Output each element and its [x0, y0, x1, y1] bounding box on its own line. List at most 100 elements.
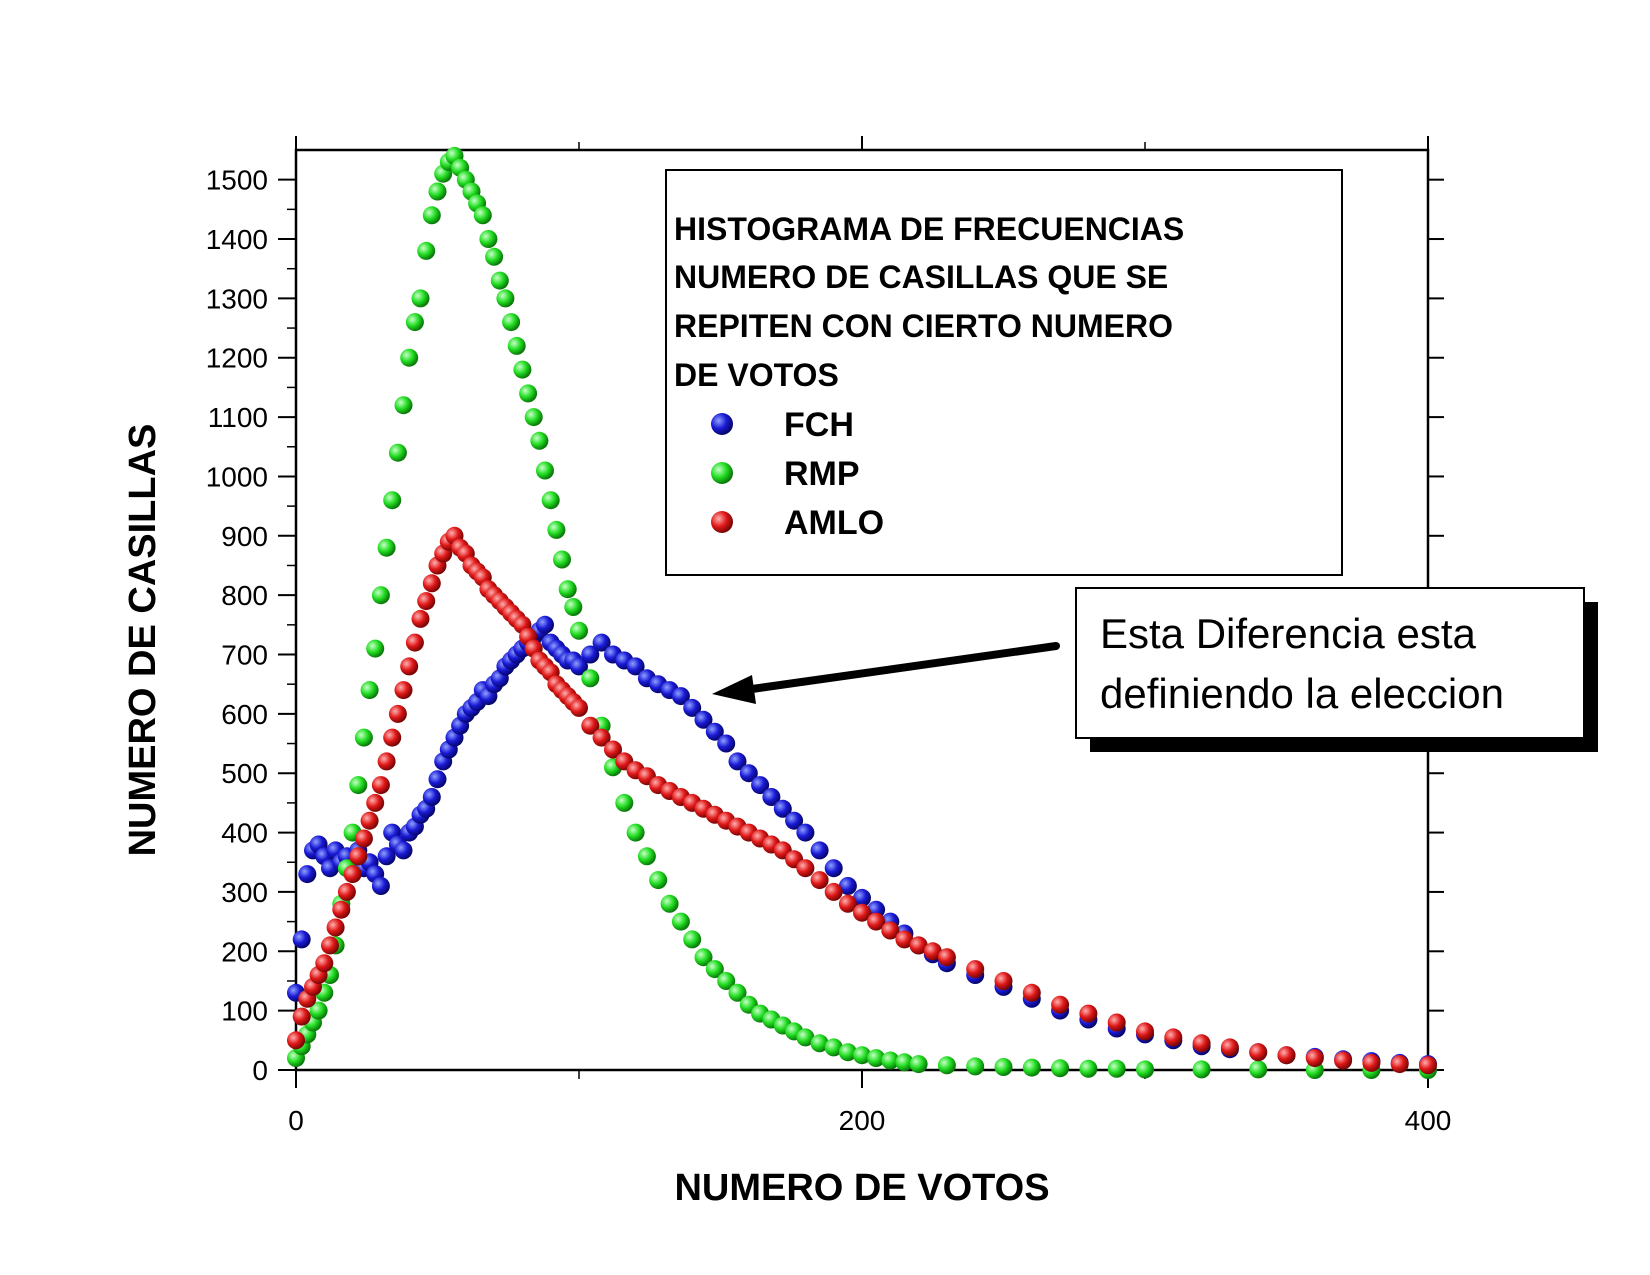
- point-rmp: [400, 348, 419, 367]
- y-tick-label: 1100: [208, 402, 268, 433]
- point-rmp: [422, 206, 441, 225]
- point-amlo: [909, 936, 928, 955]
- point-amlo: [838, 894, 857, 913]
- x-tick-label: 200: [839, 1105, 886, 1136]
- point-amlo: [371, 776, 390, 795]
- point-rmp: [881, 1051, 900, 1070]
- point-amlo: [1192, 1034, 1211, 1053]
- y-tick-label: 400: [221, 818, 268, 849]
- point-fch: [853, 888, 871, 907]
- point-fch: [298, 865, 317, 884]
- point-amlo: [405, 633, 424, 652]
- point-amlo: [867, 912, 886, 931]
- point-rmp: [909, 1055, 928, 1074]
- point-amlo: [581, 716, 600, 735]
- point-amlo: [966, 960, 985, 979]
- point-rmp: [1107, 1059, 1126, 1078]
- y-tick-label: 0: [252, 1055, 268, 1086]
- point-amlo: [287, 1031, 305, 1050]
- point-amlo: [315, 954, 334, 973]
- point-amlo: [388, 704, 407, 723]
- point-amlo: [411, 609, 430, 628]
- point-amlo: [604, 740, 622, 759]
- point-amlo: [417, 592, 436, 611]
- series-amlo: [287, 526, 1437, 1075]
- point-amlo: [895, 930, 914, 949]
- point-rmp: [371, 586, 390, 605]
- point-amlo: [1220, 1038, 1239, 1057]
- point-fch: [570, 657, 588, 676]
- point-amlo: [400, 657, 419, 676]
- legend: HISTOGRAMA DE FRECUENCIAS NUMERO DE CASI…: [665, 169, 1343, 576]
- point-fch: [739, 764, 758, 783]
- axis-ticks: [278, 136, 1444, 1088]
- point-rmp: [853, 1046, 871, 1065]
- annotation-arrow-shaft: [741, 642, 1060, 694]
- point-fch: [626, 657, 645, 676]
- legend-title-line-3: REPITEN CON CIERTO NUMERO: [674, 308, 1173, 344]
- legend-title-line-2: NUMERO DE CASILLAS QUE SE: [674, 259, 1168, 295]
- point-amlo: [1022, 983, 1041, 1002]
- point-fch: [796, 823, 815, 842]
- legend-marker-fch: [711, 413, 733, 435]
- point-fch: [810, 841, 829, 860]
- y-tick-label: 500: [221, 758, 268, 789]
- point-rmp: [536, 461, 554, 480]
- point-amlo: [354, 829, 373, 848]
- annotation: Esta Diferencia esta definiendo la elecc…: [712, 587, 1598, 752]
- legend-marker-amlo: [711, 511, 733, 533]
- point-fch: [838, 877, 857, 895]
- y-axis-title: NUMERO DE CASILLAS: [122, 424, 164, 857]
- point-rmp: [1136, 1060, 1154, 1079]
- point-fch: [394, 841, 413, 860]
- point-rmp: [838, 1043, 857, 1062]
- x-tick-label: 0: [288, 1105, 304, 1136]
- point-rmp: [683, 930, 702, 949]
- point-rmp: [615, 793, 634, 812]
- point-rmp: [637, 847, 656, 866]
- point-amlo: [923, 942, 942, 961]
- point-fch: [371, 877, 390, 895]
- point-rmp: [377, 538, 396, 557]
- point-rmp: [541, 491, 560, 510]
- point-amlo: [394, 681, 413, 700]
- point-fch: [694, 710, 713, 729]
- point-rmp: [502, 313, 521, 332]
- point-amlo: [1164, 1028, 1183, 1047]
- point-rmp: [411, 289, 430, 308]
- point-amlo: [377, 752, 396, 771]
- y-tick-label: 1300: [206, 283, 268, 314]
- point-rmp: [479, 230, 498, 248]
- point-rmp: [660, 894, 679, 913]
- point-rmp: [937, 1056, 956, 1075]
- point-fch: [292, 930, 311, 949]
- point-fch: [683, 698, 702, 717]
- point-rmp: [671, 912, 690, 931]
- point-amlo: [1079, 1004, 1098, 1023]
- point-rmp: [349, 776, 368, 795]
- point-rmp: [1022, 1058, 1041, 1077]
- point-amlo: [1305, 1049, 1324, 1068]
- point-amlo: [292, 1007, 311, 1026]
- point-rmp: [705, 960, 724, 979]
- point-rmp: [867, 1049, 886, 1068]
- point-fch: [377, 847, 396, 866]
- point-amlo: [383, 728, 402, 747]
- point-rmp: [1249, 1060, 1268, 1079]
- point-rmp: [354, 728, 373, 747]
- point-fch: [824, 859, 843, 878]
- legend-title-line-4: DE VOTOS: [674, 357, 839, 393]
- point-fch: [592, 633, 611, 652]
- point-amlo: [343, 865, 362, 884]
- point-fch: [728, 752, 747, 771]
- point-fch: [422, 788, 441, 806]
- point-rmp: [553, 550, 571, 569]
- axis-tick-labels: 0 100 200 300 400 500 600 700 800 900 1000 1100 1200…: [206, 165, 1452, 1136]
- y-tick-label: 1400: [206, 224, 268, 255]
- point-amlo: [360, 811, 379, 830]
- point-rmp: [405, 313, 424, 332]
- point-fch: [762, 788, 781, 806]
- y-tick-label: 300: [221, 877, 268, 908]
- point-amlo: [321, 936, 339, 955]
